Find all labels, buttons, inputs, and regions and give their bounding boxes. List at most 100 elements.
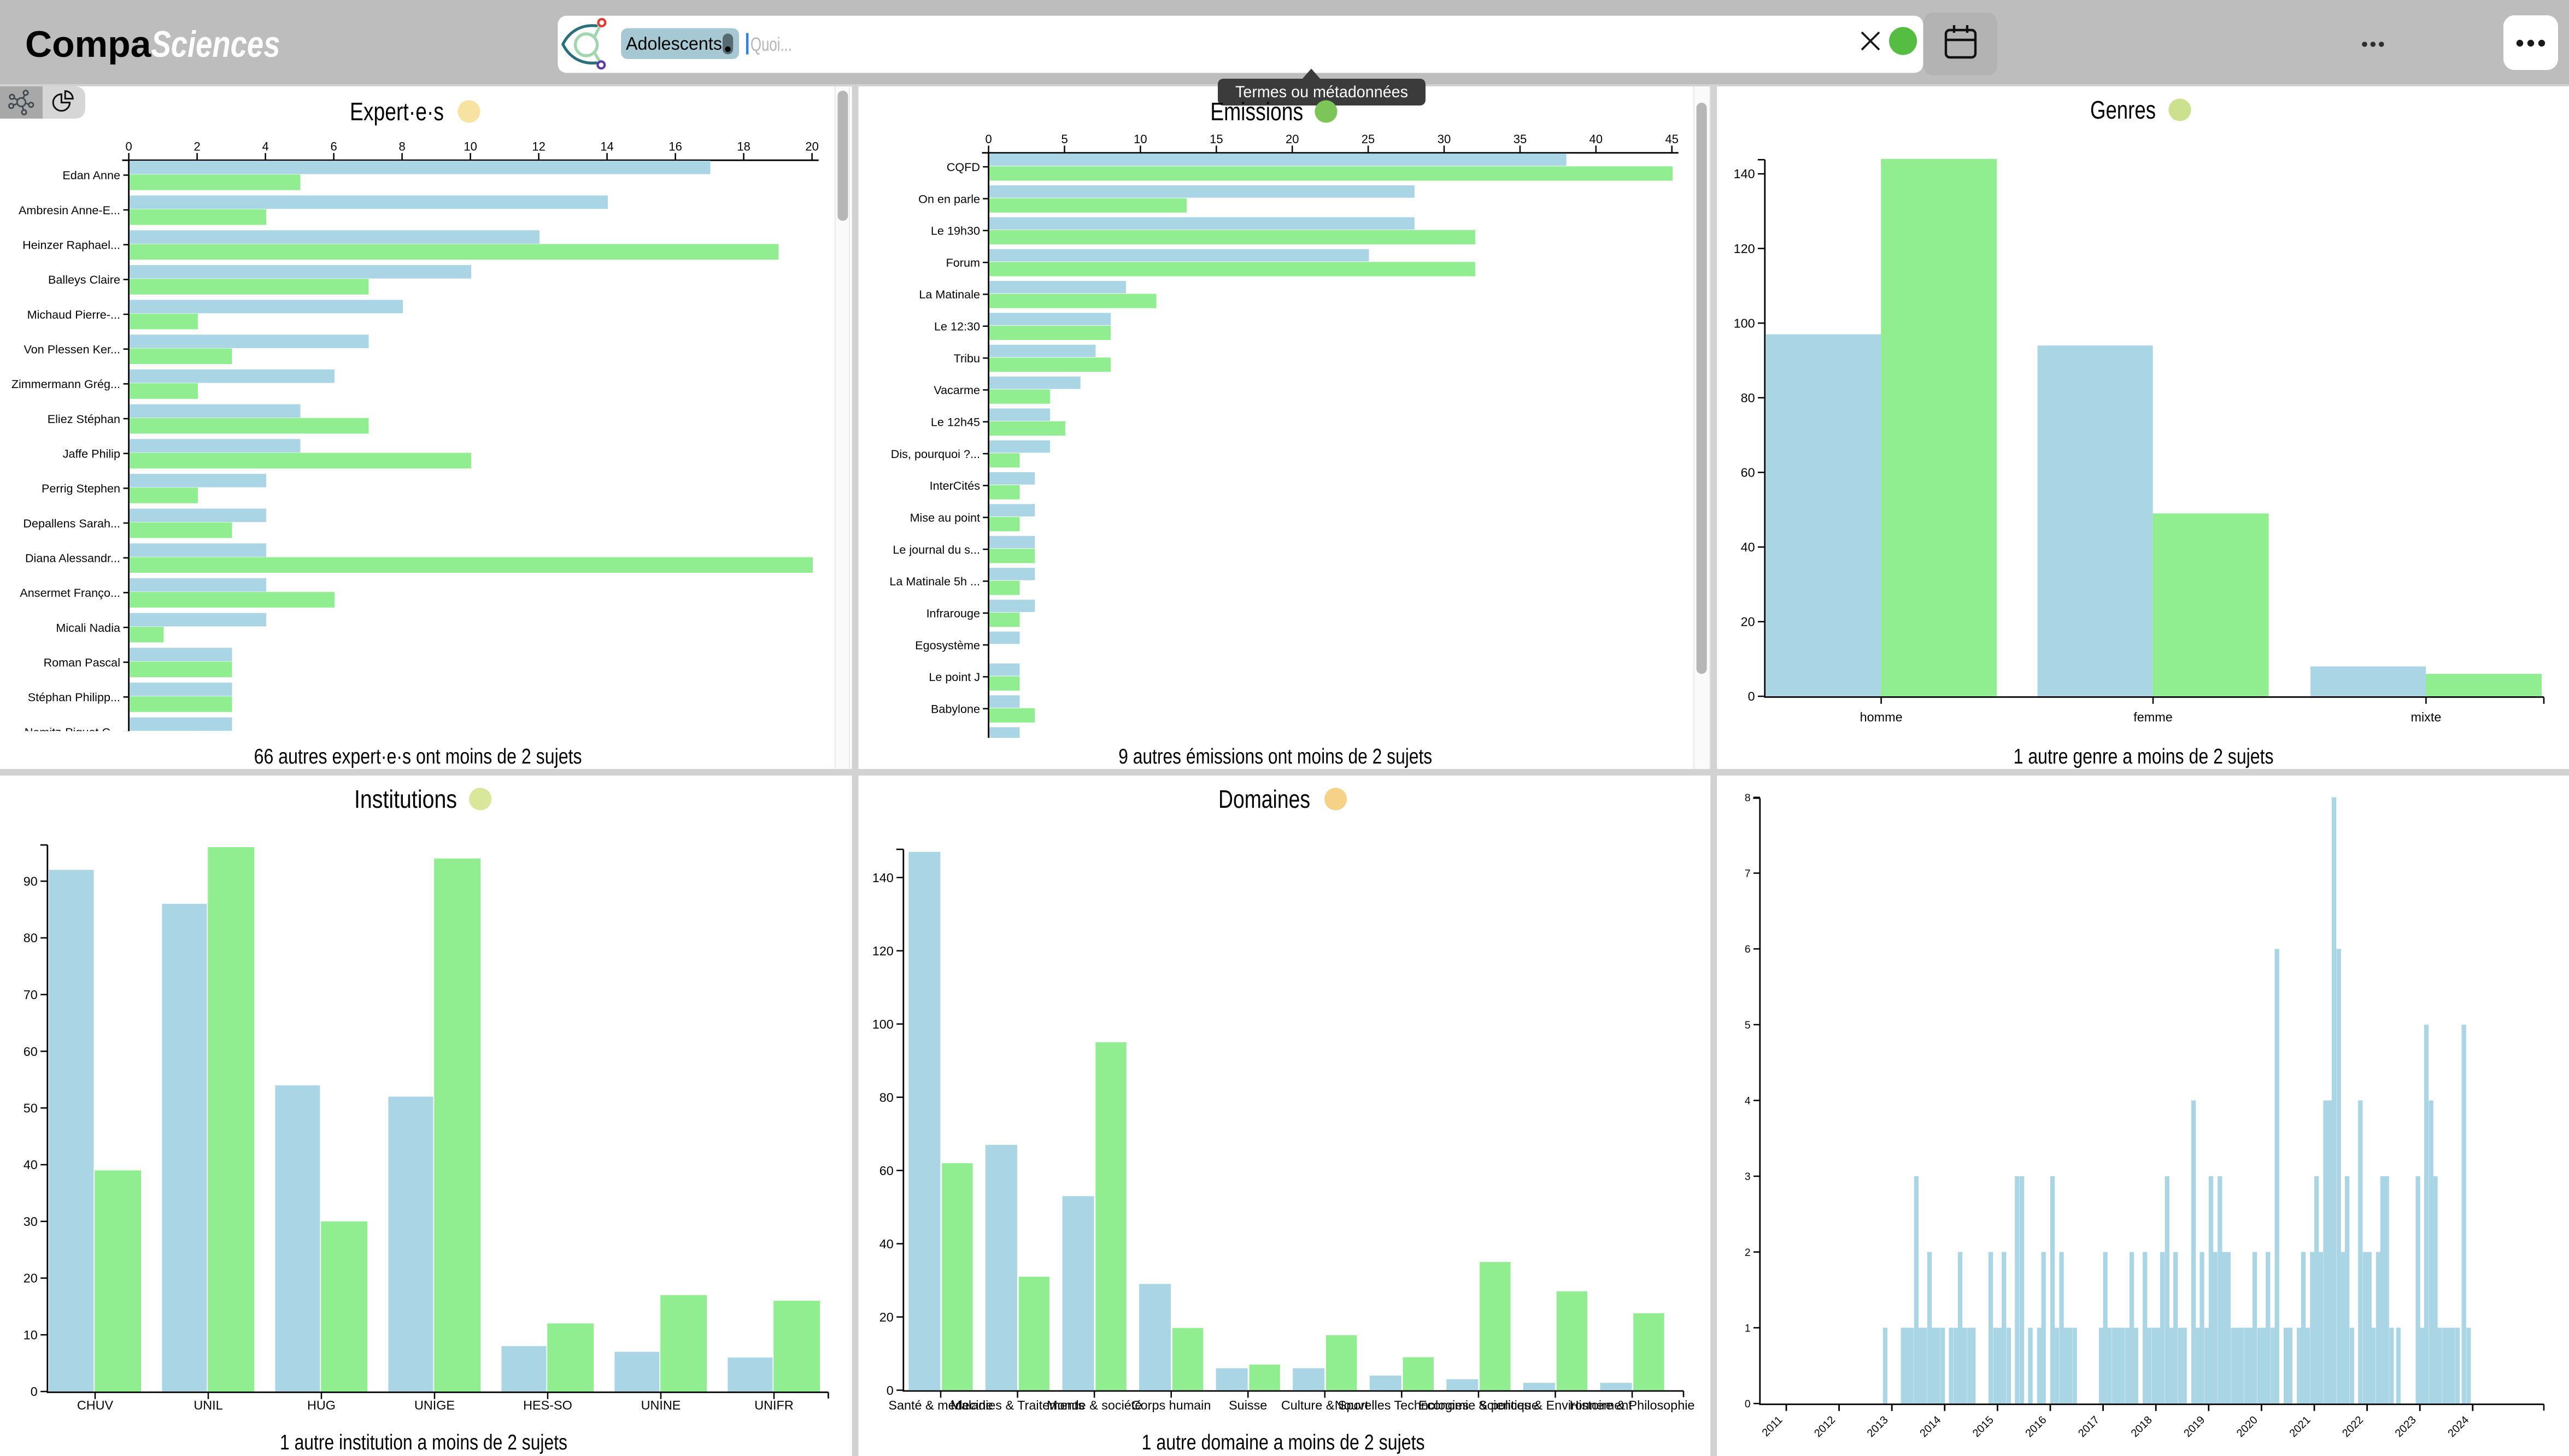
svg-text:20: 20 xyxy=(805,140,818,154)
svg-text:7: 7 xyxy=(1745,868,1751,880)
svg-text:Le 12:30: Le 12:30 xyxy=(934,320,980,333)
svg-text:0: 0 xyxy=(1748,689,1755,703)
svg-text:16: 16 xyxy=(668,140,682,154)
svg-text:UNIGE: UNIGE xyxy=(414,1398,455,1412)
svg-text:Michaud Pierre-...: Michaud Pierre-... xyxy=(27,308,120,321)
svg-text:15: 15 xyxy=(1210,132,1223,146)
svg-text:Egosystème: Egosystème xyxy=(915,638,980,652)
svg-text:0: 0 xyxy=(1745,1399,1751,1410)
svg-text:Depallens Sarah...: Depallens Sarah... xyxy=(23,516,120,530)
svg-text:60: 60 xyxy=(879,1164,894,1178)
svg-text:HES-SO: HES-SO xyxy=(523,1398,572,1412)
svg-text:90: 90 xyxy=(24,874,38,888)
svg-text:0: 0 xyxy=(985,132,992,146)
svg-text:120: 120 xyxy=(1734,242,1755,256)
svg-text:12: 12 xyxy=(532,140,545,154)
svg-text:60: 60 xyxy=(1741,466,1755,480)
svg-text:1 autre domaine a moins de 2 s: 1 autre domaine a moins de 2 sujets xyxy=(1142,1431,1425,1454)
svg-text:Nouvelles Technologies: Nouvelles Technologies xyxy=(1335,1398,1469,1412)
svg-text:14: 14 xyxy=(600,140,613,154)
svg-text:3: 3 xyxy=(1745,1171,1751,1183)
svg-text:Jaffe Philip: Jaffe Philip xyxy=(63,447,120,460)
svg-text:Zimmermann Grég...: Zimmermann Grég... xyxy=(11,377,120,391)
svg-text:CQFD: CQFD xyxy=(947,160,980,174)
svg-text:Expert·e·s: Expert·e·s xyxy=(350,97,444,126)
svg-text:Infrarouge: Infrarouge xyxy=(926,606,980,620)
svg-text:35: 35 xyxy=(1514,132,1527,146)
svg-text:8: 8 xyxy=(398,140,405,154)
svg-text:120: 120 xyxy=(872,944,894,958)
svg-text:Von Plessen Ker...: Von Plessen Ker... xyxy=(24,342,120,356)
svg-text:80: 80 xyxy=(24,931,38,945)
svg-text:25: 25 xyxy=(1362,132,1375,146)
svg-text:140: 140 xyxy=(1734,167,1755,181)
svg-text:Corps humain: Corps humain xyxy=(1131,1398,1211,1412)
svg-text:CHUV: CHUV xyxy=(77,1398,114,1412)
svg-text:Suisse: Suisse xyxy=(1229,1398,1267,1412)
svg-text:Ansermet Franço...: Ansermet Franço... xyxy=(20,586,120,600)
svg-text:5: 5 xyxy=(1061,132,1068,146)
svg-text:Genres: Genres xyxy=(2090,96,2156,124)
svg-text:45: 45 xyxy=(1665,132,1678,146)
svg-text:66 autres expert·e·s ont moins: 66 autres expert·e·s ont moins de 2 suje… xyxy=(254,745,582,768)
svg-text:70: 70 xyxy=(24,988,38,1002)
svg-text:Emissions: Emissions xyxy=(1210,97,1303,126)
svg-text:On en parle: On en parle xyxy=(918,192,980,206)
svg-text:40: 40 xyxy=(879,1237,894,1251)
svg-text:Perrig Stephen: Perrig Stephen xyxy=(42,482,120,495)
svg-text:60: 60 xyxy=(24,1044,38,1059)
svg-text:Vacarme: Vacarme xyxy=(934,383,980,397)
svg-text:30: 30 xyxy=(24,1214,38,1229)
svg-text:Diana Alessandr...: Diana Alessandr... xyxy=(25,551,120,565)
svg-text:2: 2 xyxy=(193,140,200,154)
svg-text:mixte: mixte xyxy=(2410,710,2441,724)
svg-text:Monde & société: Monde & société xyxy=(1047,1398,1142,1412)
svg-text:30: 30 xyxy=(1438,132,1451,146)
svg-text:La Matinale 5h ...: La Matinale 5h ... xyxy=(889,574,980,588)
svg-text:5: 5 xyxy=(1745,1020,1751,1031)
svg-text:femme: femme xyxy=(2133,710,2173,724)
svg-text:0: 0 xyxy=(125,140,132,154)
svg-text:Stéphan Philipp...: Stéphan Philipp... xyxy=(28,690,120,704)
svg-text:Heinzer Raphael...: Heinzer Raphael... xyxy=(22,238,120,252)
svg-text:Economie & politique: Economie & politique xyxy=(1418,1398,1539,1412)
svg-text:Forum: Forum xyxy=(946,256,980,269)
svg-text:Tribu: Tribu xyxy=(954,351,980,365)
svg-text:Quoi...: Quoi... xyxy=(750,34,792,55)
svg-text:6: 6 xyxy=(1745,944,1751,955)
svg-text:10: 10 xyxy=(24,1328,38,1342)
svg-text:homme: homme xyxy=(1860,710,1903,724)
svg-text:20: 20 xyxy=(24,1271,38,1285)
svg-text:9 autres émissions ont moins d: 9 autres émissions ont moins de 2 sujets xyxy=(1118,745,1432,768)
svg-text:Maladies & Traitements: Maladies & Traitements xyxy=(951,1398,1084,1412)
svg-text:Institutions: Institutions xyxy=(354,785,457,813)
svg-text:Domaines: Domaines xyxy=(1218,785,1310,813)
svg-text:Le 12h45: Le 12h45 xyxy=(931,415,980,429)
svg-text:40: 40 xyxy=(1590,132,1603,146)
svg-text:10: 10 xyxy=(1134,132,1147,146)
svg-text:Le journal du s...: Le journal du s... xyxy=(893,543,980,556)
svg-text:10: 10 xyxy=(464,140,477,154)
svg-text:Ambresin Anne-E...: Ambresin Anne-E... xyxy=(19,203,120,217)
svg-text:UNINE: UNINE xyxy=(641,1398,681,1412)
svg-text:40: 40 xyxy=(1741,540,1755,554)
svg-text:6: 6 xyxy=(330,140,337,154)
svg-text:Balleys Claire: Balleys Claire xyxy=(48,273,120,286)
svg-text:Edan Anne: Edan Anne xyxy=(62,168,120,182)
svg-text:100: 100 xyxy=(1734,316,1755,330)
svg-text:140: 140 xyxy=(872,871,894,885)
svg-text:Micali Nadia: Micali Nadia xyxy=(56,621,121,635)
svg-text:80: 80 xyxy=(1741,391,1755,405)
svg-text:Eliez Stéphan: Eliez Stéphan xyxy=(48,412,120,426)
svg-text:0: 0 xyxy=(887,1383,894,1398)
svg-text:1 autre institution a moins de: 1 autre institution a moins de 2 sujets xyxy=(280,1431,567,1454)
svg-text:UNIL: UNIL xyxy=(193,1398,222,1412)
svg-text:Termes ou métadonnées: Termes ou métadonnées xyxy=(1235,83,1408,101)
svg-text:18: 18 xyxy=(737,140,750,154)
svg-text:Adolescents: Adolescents xyxy=(626,33,722,54)
svg-text:1 autre genre a moins de 2 suj: 1 autre genre a moins de 2 sujets xyxy=(2014,745,2274,768)
svg-text:100: 100 xyxy=(872,1017,894,1031)
svg-text:Mise au point: Mise au point xyxy=(910,511,980,525)
svg-text:Le 19h30: Le 19h30 xyxy=(931,224,980,238)
svg-text:Histoire & Philosophie: Histoire & Philosophie xyxy=(1570,1398,1695,1412)
